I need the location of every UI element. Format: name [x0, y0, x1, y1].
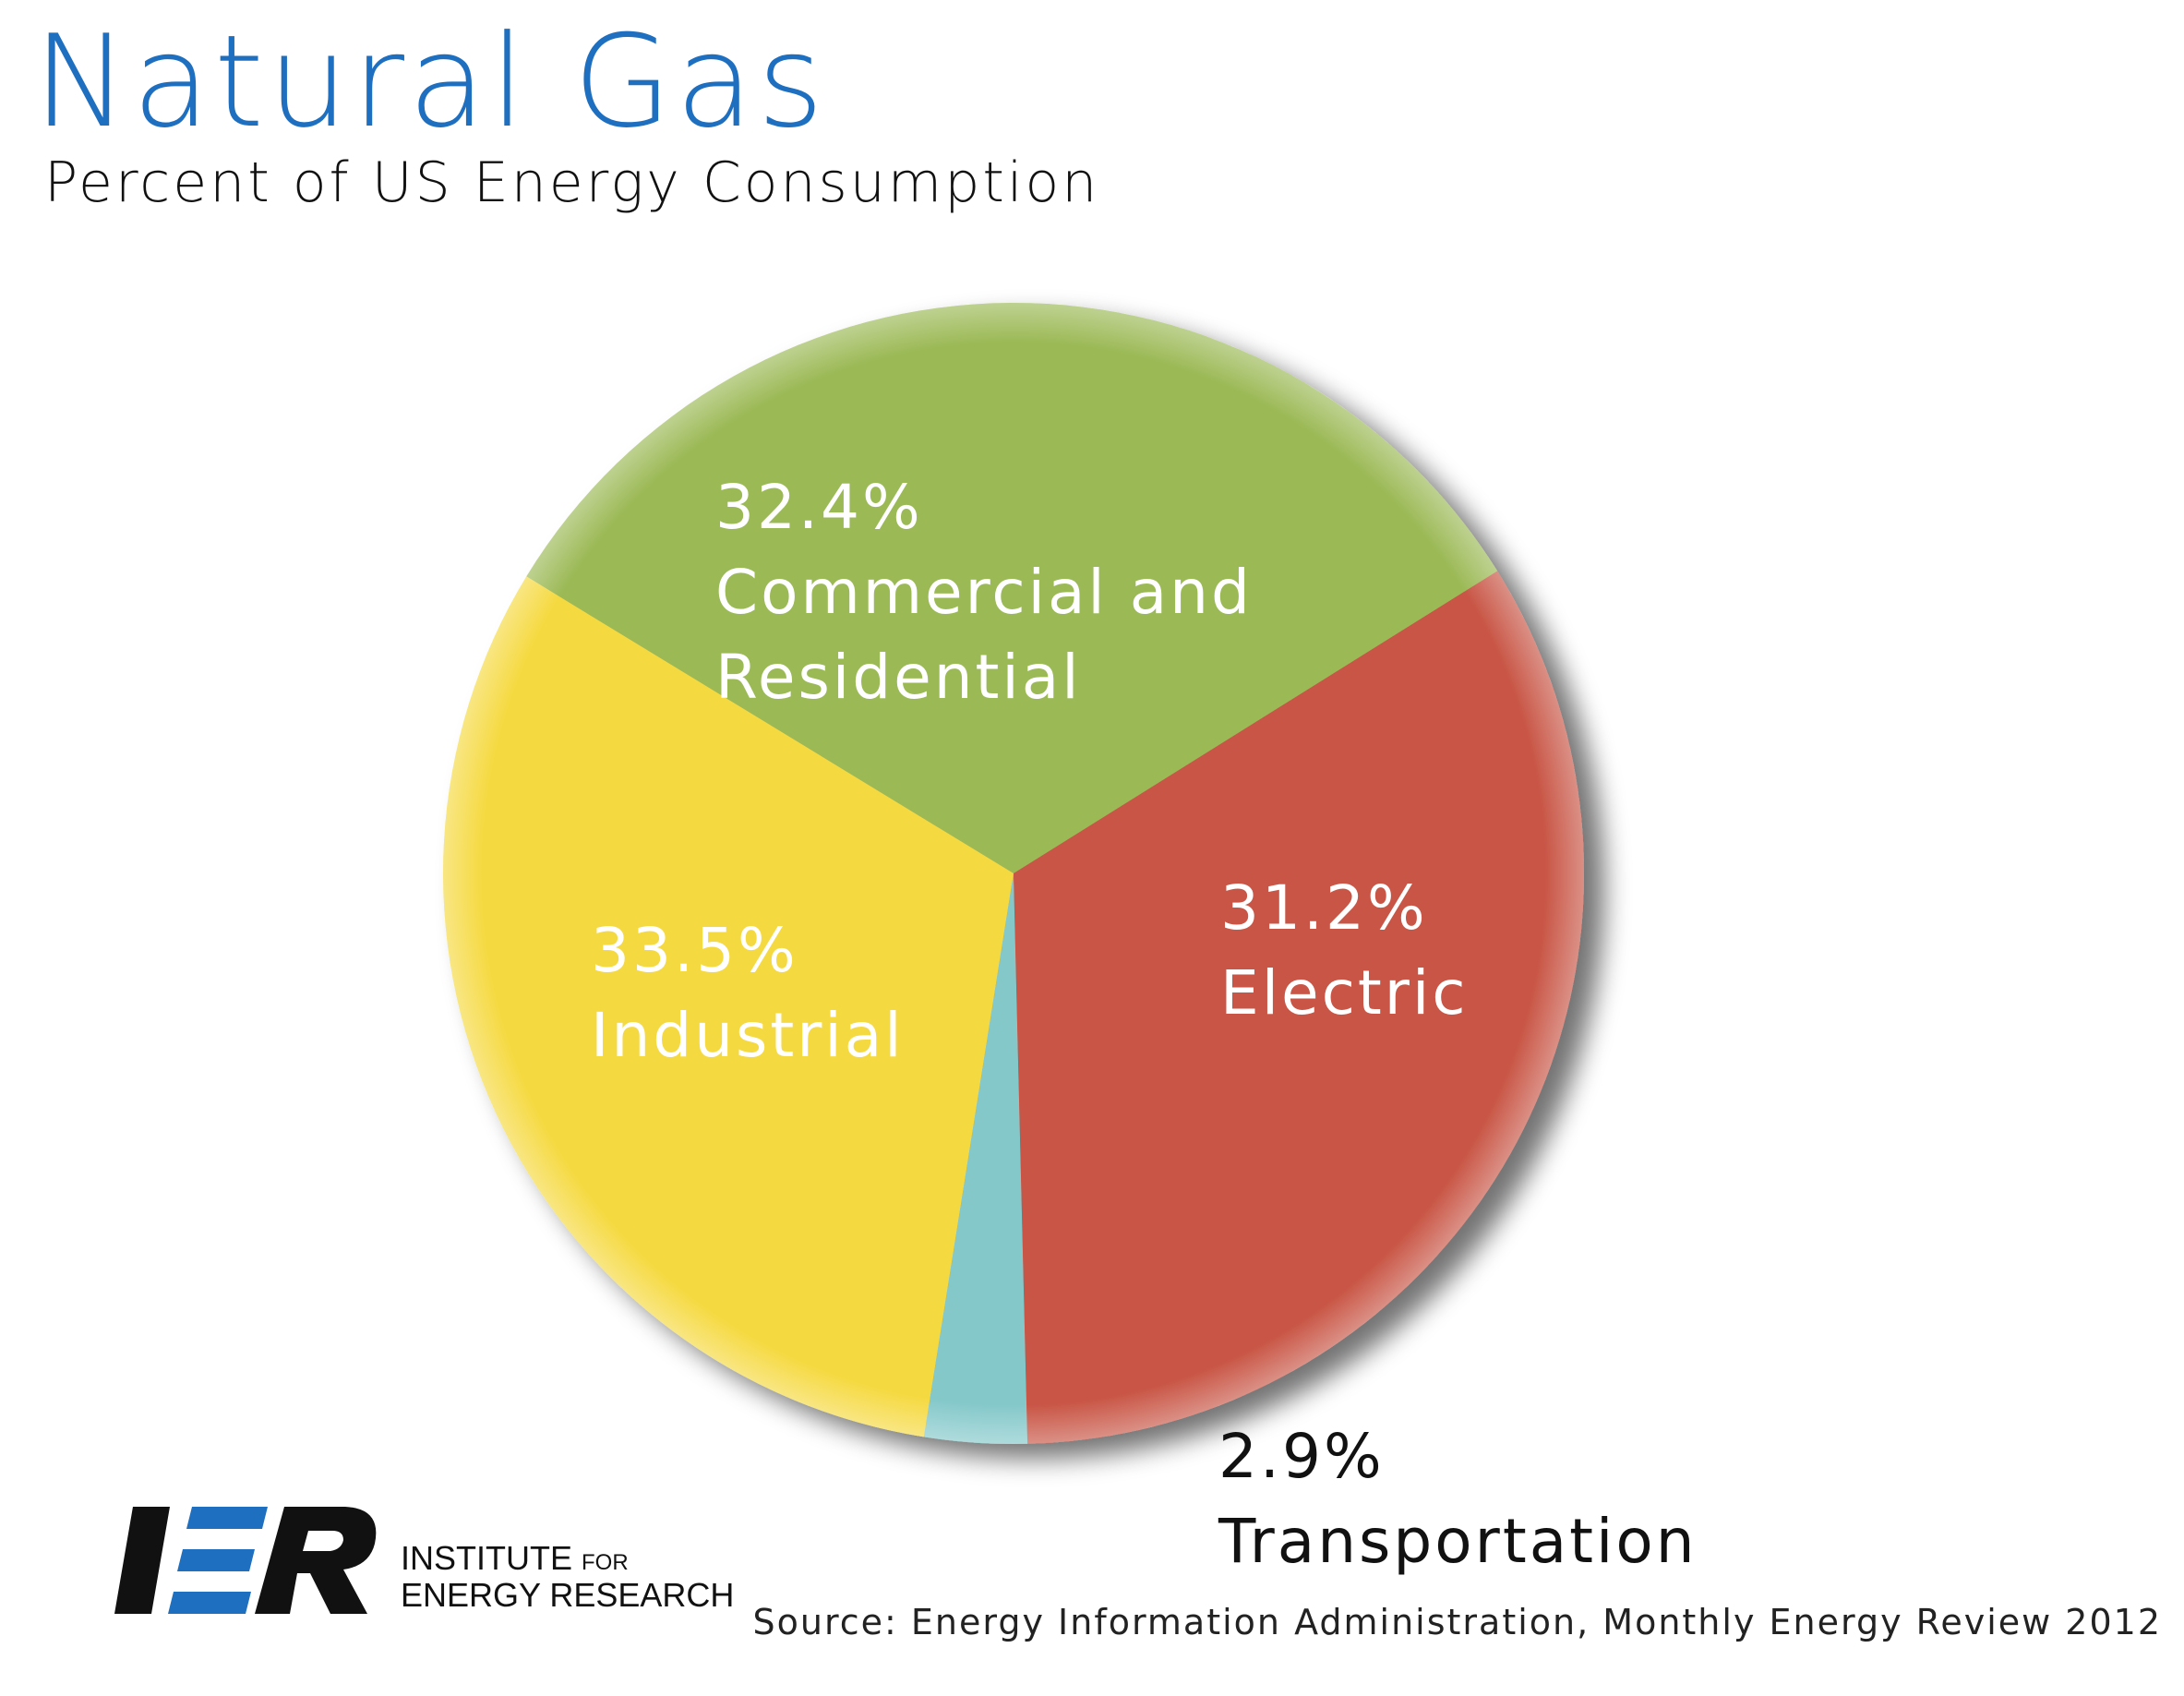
source-note: Source: Energy Information Administratio… [752, 1602, 2162, 1642]
logo-line1: INSTITUTE [401, 1539, 572, 1577]
chart-subtitle: Percent of US Energy Consumption [44, 150, 1100, 215]
slice-label-transportation: 2.9% Transportation [1218, 1421, 1698, 1577]
ier-logo-text: INSTITUTE FOR ENERGY RESEARCH [401, 1540, 734, 1613]
logo-line1-small: FOR [582, 1550, 629, 1575]
ier-logo-mark [114, 1507, 377, 1614]
pie-edge-highlight [443, 303, 1584, 1444]
chart-title: Natural Gas [33, 7, 828, 156]
slice-label-electric: 31.2% Electric [1220, 872, 1469, 1028]
slice-label-commercial-and-residential: 32.4% Commercial and Residential [715, 472, 1253, 713]
slice-label-industrial: 33.5% Industrial [591, 915, 905, 1071]
ier-logo: INSTITUTE FOR ENERGY RESEARCH [113, 1496, 740, 1625]
logo-line2: ENERGY RESEARCH [401, 1575, 735, 1614]
